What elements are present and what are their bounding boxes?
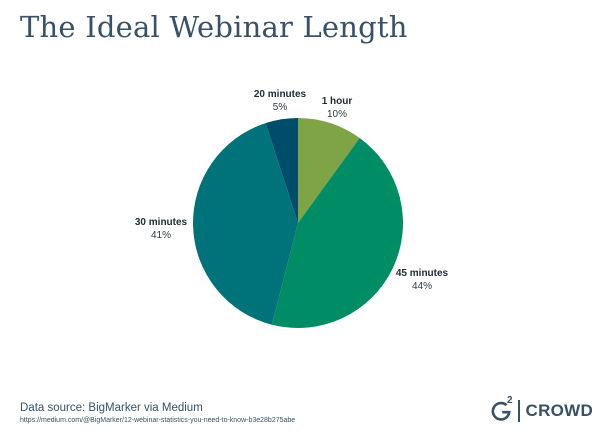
- slice-name-20-minutes: 20 minutes: [254, 89, 307, 100]
- slice-value-1-hour: 10%: [327, 109, 347, 120]
- slice-label-20-minutes: 20 minutes 5%: [254, 89, 307, 113]
- slice-name-30-minutes: 30 minutes: [135, 217, 188, 228]
- brand-logo: 2 CROWD: [490, 395, 594, 426]
- g2-superscript: 2: [507, 395, 513, 406]
- brand-divider: [518, 400, 520, 422]
- brand-wordmark: CROWD: [525, 401, 594, 420]
- pie-slice-30-minutes: [193, 123, 298, 325]
- data-source-text: Data source: BigMarker via Medium: [20, 402, 203, 414]
- page-title: The Ideal Webinar Length: [20, 10, 408, 44]
- slice-value-20-minutes: 5%: [273, 102, 288, 113]
- slice-label-45-minutes: 45 minutes 44%: [396, 268, 449, 292]
- slice-label-1-hour: 1 hour 10%: [322, 96, 353, 120]
- source-url-link[interactable]: https://medium.com/@BigMarker/12-webinar…: [20, 417, 296, 424]
- slice-value-30-minutes: 41%: [151, 230, 171, 241]
- g2-logo-icon: 2: [490, 395, 513, 422]
- pie-slices: [193, 118, 403, 328]
- slice-name-1-hour: 1 hour: [322, 96, 353, 107]
- pie-slice-1-hour: [298, 118, 360, 223]
- pie-slice-45-minutes: [271, 138, 403, 328]
- slice-name-45-minutes: 45 minutes: [396, 268, 449, 279]
- pie-slice-20-minutes: [265, 118, 298, 223]
- slice-label-30-minutes: 30 minutes 41%: [135, 217, 188, 241]
- slice-value-45-minutes: 44%: [412, 281, 432, 292]
